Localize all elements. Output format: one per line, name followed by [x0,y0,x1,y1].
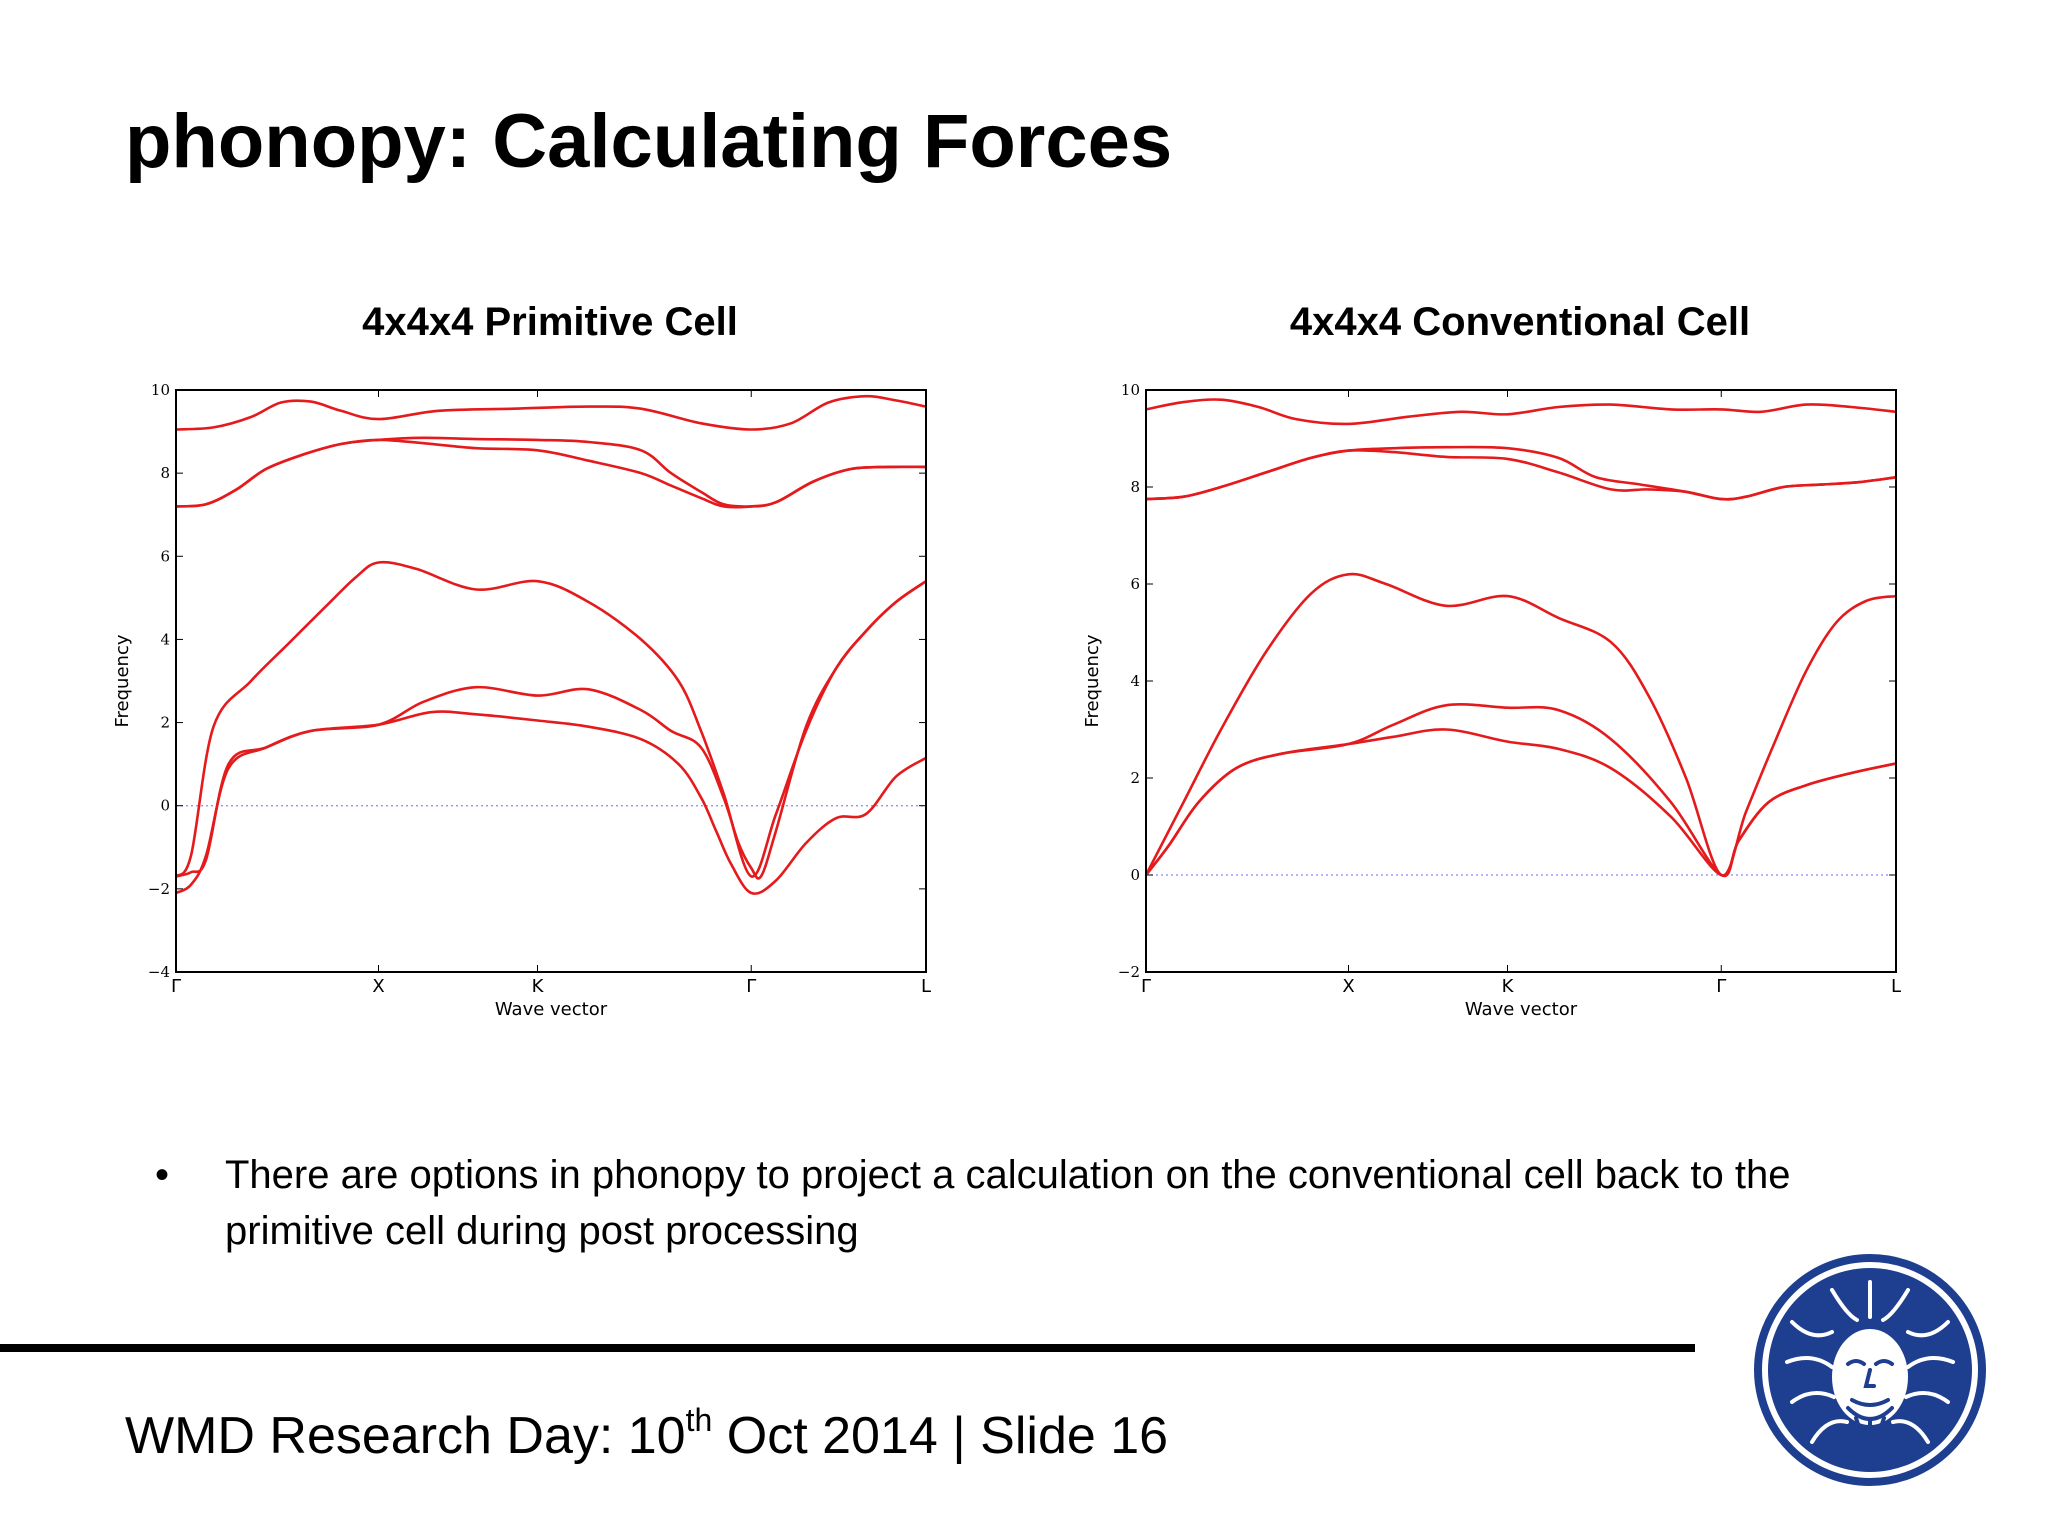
footer-superscript: th [685,1402,713,1438]
phonon-band-5 [1145,445,1897,501]
band-structure-chart-primitive: −4 −2 0 2 4 6 8 10 Γ X K Γ L Wave vector Frequency [112,381,931,1020]
phonon-band-4 [175,438,927,509]
band-structure-chart-conventional: −2 0 2 4 6 8 10 Γ X K Γ L Wave vector Frequency [1082,381,1901,1020]
x-axis-label: Wave vector [1465,999,1578,1020]
bullet-list: • There are options in phonopy to projec… [155,1147,1855,1259]
footer-text: WMD Research Day: 10th Oct 2014 | Slide … [125,1404,1169,1465]
x-tick-label: K [1502,976,1515,997]
y-tick-label: −4 [148,963,170,981]
x-tick-label: Γ [1141,976,1151,997]
y-axis-label: Frequency [1082,634,1103,727]
y-tick-label: −2 [148,880,170,898]
x-tick-label: X [372,976,384,997]
phonon-band-5 [175,436,927,508]
y-tick-label: 10 [1121,381,1140,399]
x-tick-label: L [1891,976,1901,997]
phonon-band-2 [1144,703,1897,878]
y-tick-label: 2 [160,714,170,732]
footer-suffix: Oct 2014 | Slide 16 [712,1407,1169,1465]
university-seal-logo [1754,1254,1986,1486]
y-axis-label: Frequency [112,634,133,727]
y-tick-label: 8 [160,464,170,482]
y-tick-label: 6 [160,547,170,565]
y-tick-label: −2 [1118,963,1140,981]
plot-frame [175,389,927,973]
y-tick-label: 6 [1130,575,1140,593]
chart-title-conventional: 4x4x4 Conventional Cell [1289,300,1751,344]
bullet-text: There are options in phonopy to project … [225,1153,1791,1253]
y-tick-label: 8 [1130,478,1140,496]
phonon-band-6 [1145,398,1897,426]
x-tick-label: X [1342,976,1354,997]
x-tick-label: Γ [171,976,181,997]
y-tick-label: 10 [151,381,170,399]
chart-title-primitive: 4x4x4 Primitive Cell [362,300,738,344]
y-tick-label: 2 [1130,769,1140,787]
plot-frame [1145,389,1897,973]
x-axis-label: Wave vector [495,999,608,1020]
footer-divider [0,1344,1695,1352]
slide-title: phonopy: Calculating Forces [125,99,1173,184]
phonon-band-6 [175,394,927,431]
x-tick-label: K [532,976,545,997]
phonon-band-1 [175,710,927,895]
y-tick-label: 4 [160,630,170,648]
phonon-band-2 [175,580,927,880]
y-tick-label: 0 [160,797,170,815]
phonon-band-3 [174,560,927,878]
x-tick-label: Γ [746,976,756,997]
phonon-band-3 [1144,572,1897,877]
x-tick-label: L [921,976,931,997]
bullet-point-icon: • [155,1153,170,1197]
y-tick-label: 4 [1130,672,1140,690]
y-tick-label: 0 [1130,866,1140,884]
phonon-band-1 [1144,728,1897,877]
x-tick-label: Γ [1716,976,1726,997]
footer-prefix: WMD Research Day: 10 [125,1407,686,1465]
